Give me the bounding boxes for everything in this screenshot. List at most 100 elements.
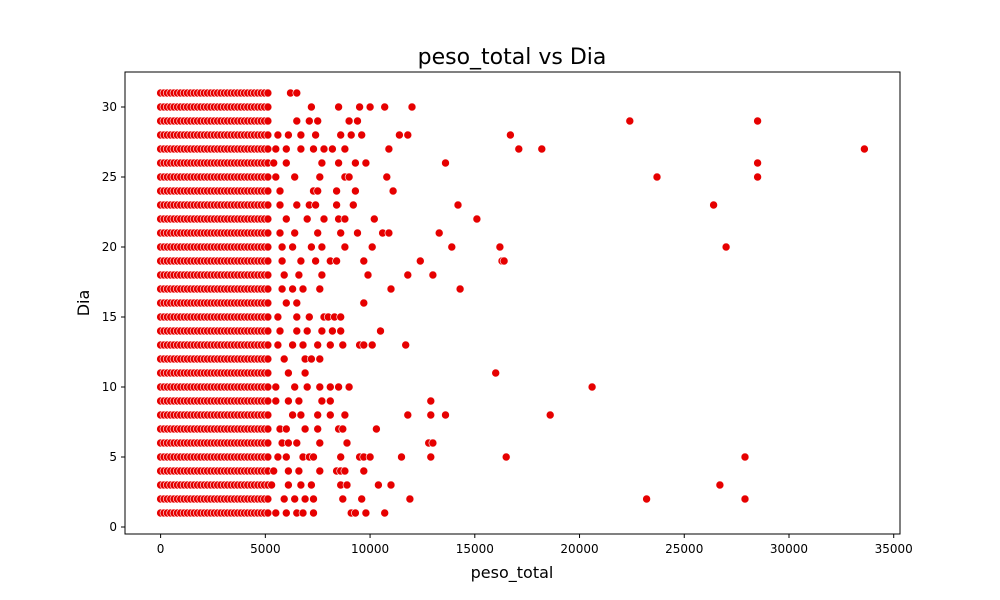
scatter-point bbox=[263, 172, 273, 182]
scatter-point bbox=[336, 452, 346, 462]
scatter-point bbox=[275, 200, 285, 210]
scatter-point bbox=[403, 270, 413, 280]
scatter-point bbox=[353, 228, 362, 238]
scatter-point bbox=[472, 214, 482, 224]
scatter-point bbox=[284, 130, 293, 140]
x-tick-label: 10000 bbox=[351, 542, 389, 556]
scatter-point bbox=[313, 410, 323, 420]
scatter-point bbox=[279, 270, 289, 280]
scatter-point bbox=[263, 284, 273, 294]
scatter-point bbox=[269, 466, 279, 476]
scatter-point bbox=[292, 298, 302, 308]
scatter-point bbox=[315, 284, 325, 294]
scatter-point bbox=[294, 466, 304, 476]
scatter-point bbox=[292, 438, 302, 448]
scatter-point bbox=[325, 396, 335, 406]
scatter-point bbox=[319, 214, 329, 224]
scatter-point bbox=[263, 102, 273, 112]
scatter-point bbox=[328, 144, 337, 154]
scatter-point bbox=[403, 410, 413, 420]
scatter-point bbox=[340, 214, 350, 224]
scatter-point bbox=[263, 382, 273, 392]
scatter-point bbox=[307, 242, 316, 252]
scatter-point bbox=[281, 144, 291, 154]
scatter-point bbox=[384, 228, 394, 238]
x-tick-label: 30000 bbox=[770, 542, 808, 556]
scatter-point bbox=[325, 340, 335, 350]
scatter-point bbox=[545, 410, 555, 420]
scatter-point bbox=[288, 242, 297, 252]
scatter-point bbox=[263, 144, 273, 154]
x-tick-label: 0 bbox=[157, 542, 165, 556]
scatter-point bbox=[263, 200, 273, 210]
scatter-point bbox=[275, 228, 285, 238]
scatter-point bbox=[281, 508, 291, 518]
scatter-point bbox=[281, 452, 291, 462]
scatter-point bbox=[721, 242, 731, 252]
scatter-point bbox=[455, 284, 465, 294]
y-axis-ticks: 0 5 10 15 20 25 30 bbox=[102, 100, 125, 534]
scatter-point bbox=[376, 326, 385, 336]
scatter-point bbox=[263, 130, 273, 140]
scatter-point bbox=[332, 256, 341, 266]
scatter-point bbox=[296, 130, 306, 140]
scatter-point bbox=[284, 466, 293, 476]
scatter-point bbox=[336, 228, 346, 238]
scatter-point bbox=[309, 452, 318, 462]
y-tick-label: 5 bbox=[109, 450, 117, 464]
scatter-point bbox=[284, 368, 293, 378]
scatter-point bbox=[294, 270, 304, 280]
scatter-point bbox=[514, 144, 524, 154]
scatter-point bbox=[294, 396, 304, 406]
scatter-point bbox=[342, 480, 352, 490]
scatter-point bbox=[317, 242, 327, 252]
scatter-point bbox=[263, 228, 273, 238]
scatter-point bbox=[292, 312, 302, 322]
x-tick-label: 35000 bbox=[875, 542, 913, 556]
scatter-point bbox=[311, 130, 320, 140]
scatter-point bbox=[447, 242, 457, 252]
plot-frame bbox=[124, 71, 901, 535]
scatter-point bbox=[338, 424, 348, 434]
scatter-point bbox=[290, 382, 300, 392]
scatter-point bbox=[491, 368, 501, 378]
scatter-point bbox=[334, 158, 343, 168]
scatter-point bbox=[296, 410, 306, 420]
scatter-point bbox=[715, 480, 725, 490]
scatter-point bbox=[275, 186, 285, 196]
scatter-point bbox=[296, 144, 306, 154]
scatter-point bbox=[281, 298, 291, 308]
scatter-point bbox=[317, 326, 327, 336]
scatter-point bbox=[495, 242, 505, 252]
scatter-point bbox=[740, 494, 750, 504]
scatter-point bbox=[275, 326, 285, 336]
scatter-point bbox=[307, 102, 316, 112]
x-tick-label: 5000 bbox=[250, 542, 281, 556]
scatter-point bbox=[359, 298, 369, 308]
x-tick-label: 15000 bbox=[456, 542, 494, 556]
y-tick-label: 25 bbox=[102, 170, 117, 184]
scatter-point bbox=[344, 172, 354, 182]
scatter-point bbox=[300, 424, 310, 434]
scatter-point bbox=[315, 172, 325, 182]
scatter-point bbox=[271, 382, 281, 392]
scatter-point bbox=[340, 144, 350, 154]
scatter-point bbox=[263, 452, 273, 462]
scatter-point bbox=[290, 172, 300, 182]
scatter-point bbox=[263, 424, 273, 434]
scatter-point bbox=[709, 200, 718, 210]
scatter-point bbox=[304, 116, 314, 126]
scatter-point bbox=[309, 508, 318, 518]
scatter-point bbox=[273, 340, 283, 350]
scatter-point bbox=[281, 214, 291, 224]
scatter-point bbox=[363, 270, 373, 280]
scatter-point bbox=[263, 214, 273, 224]
scatter-point bbox=[288, 284, 297, 294]
scatter-point bbox=[284, 480, 293, 490]
scatter-point bbox=[860, 144, 869, 154]
scatter-point bbox=[351, 186, 360, 196]
scatter-point bbox=[298, 340, 308, 350]
scatter-point bbox=[340, 242, 350, 252]
scatter-point bbox=[357, 494, 367, 504]
scatter-point bbox=[263, 116, 273, 126]
